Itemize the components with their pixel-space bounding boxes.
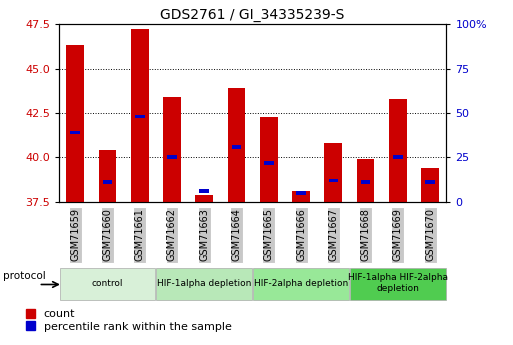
Text: HIF-1alpha depletion: HIF-1alpha depletion xyxy=(157,278,251,287)
Bar xyxy=(361,180,370,184)
Bar xyxy=(66,46,84,202)
Text: HIF-2alpha depletion: HIF-2alpha depletion xyxy=(254,278,348,287)
Bar xyxy=(292,191,310,202)
Text: GSM71669: GSM71669 xyxy=(393,208,403,261)
Bar xyxy=(163,97,181,202)
Bar xyxy=(70,130,80,135)
Text: GSM71666: GSM71666 xyxy=(296,208,306,261)
Bar xyxy=(135,115,145,118)
FancyBboxPatch shape xyxy=(156,268,252,300)
FancyBboxPatch shape xyxy=(350,268,446,300)
Text: GSM71660: GSM71660 xyxy=(103,208,112,261)
Bar xyxy=(421,168,439,202)
Text: GSM71665: GSM71665 xyxy=(264,208,274,262)
Bar xyxy=(232,145,241,149)
Bar xyxy=(167,156,177,159)
Text: GSM71661: GSM71661 xyxy=(135,208,145,261)
Bar xyxy=(98,150,116,202)
Bar xyxy=(425,180,435,184)
Bar xyxy=(389,99,407,202)
Bar xyxy=(357,159,374,202)
Text: GSM71662: GSM71662 xyxy=(167,208,177,262)
Bar xyxy=(296,191,306,195)
FancyBboxPatch shape xyxy=(60,268,155,300)
Bar xyxy=(131,29,149,202)
Text: HIF-1alpha HIF-2alpha
depletion: HIF-1alpha HIF-2alpha depletion xyxy=(348,273,448,293)
Bar xyxy=(264,161,273,165)
Text: GSM71670: GSM71670 xyxy=(425,208,435,262)
Bar xyxy=(328,179,338,183)
Text: protocol: protocol xyxy=(3,271,46,281)
FancyBboxPatch shape xyxy=(253,268,349,300)
Bar xyxy=(324,143,342,202)
Legend: count, percentile rank within the sample: count, percentile rank within the sample xyxy=(26,309,232,332)
Bar xyxy=(260,117,278,202)
Text: GSM71659: GSM71659 xyxy=(70,208,80,262)
Bar xyxy=(393,156,403,159)
Text: GSM71667: GSM71667 xyxy=(328,208,339,262)
Text: control: control xyxy=(92,278,123,287)
Text: GSM71668: GSM71668 xyxy=(361,208,370,261)
Title: GDS2761 / GI_34335239-S: GDS2761 / GI_34335239-S xyxy=(161,8,345,22)
Bar xyxy=(195,195,213,202)
Bar xyxy=(103,180,112,184)
Text: GSM71664: GSM71664 xyxy=(231,208,242,261)
Bar xyxy=(200,189,209,193)
Text: GSM71663: GSM71663 xyxy=(199,208,209,261)
Bar xyxy=(228,88,245,202)
